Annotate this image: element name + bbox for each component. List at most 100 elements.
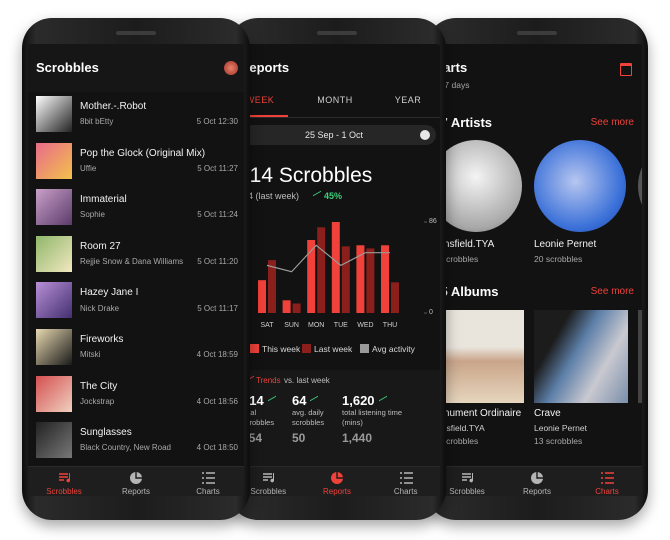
- section-heading: Top 7 Artists: [432, 115, 493, 131]
- icon: [531, 472, 543, 484]
- album-cover: [638, 310, 642, 403]
- x-tick-label: MON: [308, 321, 325, 329]
- artist-name: Mansfield.TYA: [432, 239, 495, 250]
- track-title[interactable]: Hazey Jane I: [80, 287, 139, 299]
- screen-title: Scrobbles: [36, 60, 99, 76]
- bar: [381, 245, 389, 313]
- track-title[interactable]: Room 27: [80, 240, 121, 252]
- legend-label: This week: [262, 343, 301, 354]
- artist-count: 24 scrobbles: [432, 253, 479, 264]
- phone-reports: Reports WEEK MONTH YEAR 25 Sep - 1 Oct 214 Sc…: [228, 18, 446, 520]
- see-more[interactable]: See more: [590, 117, 634, 128]
- stat-label: avg. daily scrobbles: [292, 408, 325, 427]
- legend-swatch: [250, 344, 259, 353]
- bar: [307, 239, 316, 313]
- screen-title: Reports: [240, 60, 290, 76]
- tab-divider: [234, 117, 440, 118]
- album-cover[interactable]: [534, 310, 628, 403]
- track-title[interactable]: The City: [80, 380, 118, 392]
- speaker: [517, 31, 557, 35]
- stat-label: total listening time (mins): [342, 408, 403, 427]
- nav-label[interactable]: Scrobbles: [250, 487, 287, 496]
- track-time: 5 Oct 11:17: [197, 303, 238, 313]
- bar: [317, 227, 326, 313]
- nav-label[interactable]: Reports: [522, 487, 551, 496]
- nav-icon: [201, 471, 215, 485]
- x-tick-label: THU: [382, 321, 398, 329]
- last-week: 154 (last week): [238, 190, 300, 201]
- scrobbles-screen: Scrobbles Mother.-.Robot 8bit bEtty 5 Oct 1…: [28, 44, 244, 496]
- nav-label[interactable]: Charts: [595, 487, 619, 496]
- bar: [268, 260, 276, 313]
- icon: [462, 473, 474, 483]
- icon: [331, 472, 343, 484]
- track-time: 5 Oct 12:30: [196, 117, 238, 127]
- tab[interactable]: MONTH: [317, 94, 353, 105]
- track-artist: Nick Drake: [80, 303, 120, 313]
- track-title[interactable]: Mother.-.Robot: [80, 101, 147, 112]
- artwork: [36, 329, 72, 365]
- artwork: [36, 422, 72, 459]
- nav-label[interactable]: Charts: [196, 487, 220, 496]
- track-artist: Black Country, New Road: [80, 443, 171, 453]
- nav-label[interactable]: Reports: [322, 487, 351, 496]
- see-more[interactable]: See more: [590, 286, 634, 297]
- bar: [341, 246, 350, 313]
- track-title[interactable]: Pop the Glock (Original Mix): [80, 147, 206, 159]
- nav-label[interactable]: Reports: [121, 487, 150, 496]
- bottom-nav: Scrobbles Reports Charts: [28, 466, 244, 496]
- track-title[interactable]: Sunglasses: [80, 427, 132, 439]
- nav-label[interactable]: Charts: [393, 487, 418, 496]
- speaker: [116, 31, 156, 35]
- tab[interactable]: WEEK: [245, 94, 275, 105]
- track-time: 5 Oct 11:27: [197, 163, 238, 173]
- tab[interactable]: YEAR: [394, 94, 422, 105]
- track-artist: Jockstrap: [80, 396, 115, 406]
- section-heading: Top 5 Albums: [432, 284, 499, 300]
- date-next[interactable]: [420, 130, 430, 140]
- legend-label: Avg activity: [372, 343, 415, 354]
- track-title[interactable]: Fireworks: [80, 334, 124, 345]
- legend-swatch: [360, 344, 369, 353]
- album-cover[interactable]: [432, 310, 524, 403]
- bar: [331, 222, 340, 313]
- artwork: [36, 375, 72, 412]
- nav-label[interactable]: Scrobbles: [46, 487, 82, 496]
- calendar-icon[interactable]: [620, 63, 632, 76]
- x-tick-label: TUE: [333, 321, 348, 329]
- artist-image[interactable]: [432, 140, 522, 232]
- artist-image: [638, 140, 642, 232]
- nav-icon: [330, 471, 344, 485]
- artist-image[interactable]: [534, 140, 626, 232]
- track-artist: Sophie: [80, 210, 105, 220]
- track-time: 5 Oct 11:20: [197, 257, 238, 266]
- bar: [391, 282, 399, 313]
- nav-icon: [530, 471, 544, 485]
- x-tick-label: SUN: [284, 321, 299, 329]
- track-time: 4 Oct 18:50: [196, 443, 238, 453]
- artwork: [36, 142, 72, 179]
- reports-screen: Reports WEEK MONTH YEAR 25 Sep - 1 Oct 214 Sc…: [234, 44, 440, 496]
- album-artist: Leonie Pernet: [534, 422, 587, 433]
- nav-label[interactable]: Scrobbles: [449, 487, 485, 496]
- artwork: [36, 235, 72, 272]
- app-logo[interactable]: [224, 61, 238, 75]
- track-artist: 8bit bEtty: [80, 117, 114, 127]
- date-pill[interactable]: [240, 125, 436, 145]
- bar: [282, 300, 291, 313]
- date-range: 25 Sep - 1 Oct: [304, 129, 364, 140]
- x-tick-label: WED: [357, 321, 374, 329]
- stat-previous: 1,440: [342, 430, 373, 445]
- track-title[interactable]: Immaterial: [80, 194, 127, 206]
- nav-icon: [460, 471, 474, 485]
- tab-underline: [234, 115, 288, 117]
- nav-icon: [261, 471, 275, 485]
- stat-value: 1,620: [342, 393, 375, 409]
- track-artist: Rejjie Snow & Dana Williams: [80, 257, 184, 266]
- artwork: [36, 96, 72, 132]
- nav-icon: [600, 471, 614, 485]
- track-artist: Uffie: [80, 163, 97, 173]
- charts-screen: Charts Last 7 days Top 7 Artists See more Ma…: [432, 44, 642, 496]
- legend-swatch: [302, 344, 311, 353]
